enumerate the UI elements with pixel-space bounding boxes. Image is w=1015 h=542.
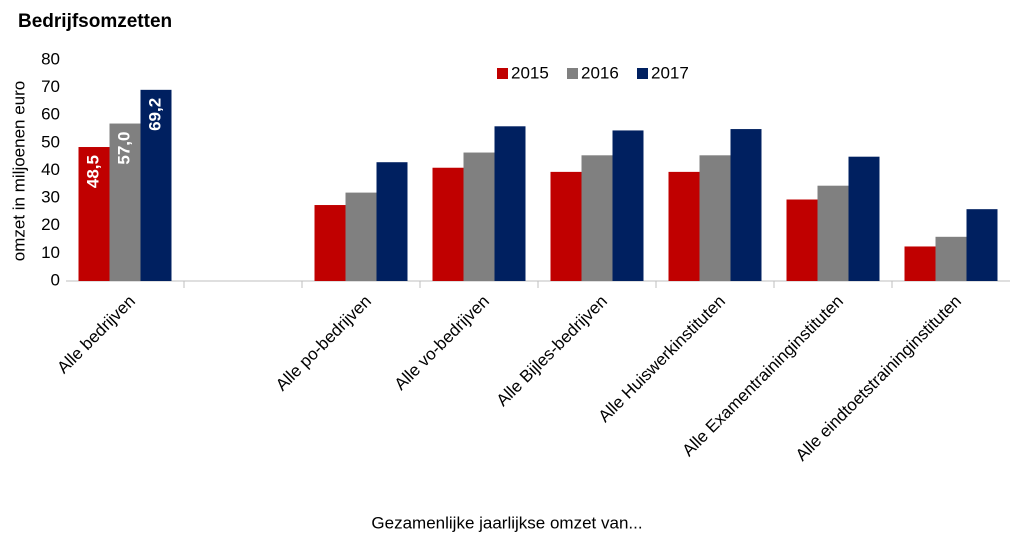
legend-label: 2017 bbox=[651, 63, 689, 82]
bar bbox=[314, 205, 346, 281]
bar bbox=[730, 129, 762, 281]
bar bbox=[463, 152, 495, 281]
x-tick-label: Alle po-bedrijven bbox=[272, 292, 375, 395]
bar bbox=[494, 126, 526, 281]
bar bbox=[581, 155, 613, 281]
y-tick-label: 20 bbox=[41, 215, 60, 234]
bar bbox=[668, 171, 700, 281]
legend-swatch bbox=[637, 68, 648, 79]
bar bbox=[432, 167, 464, 281]
y-tick-label: 60 bbox=[41, 105, 60, 124]
bar bbox=[612, 130, 644, 281]
bar bbox=[345, 192, 377, 281]
legend-swatch bbox=[497, 68, 508, 79]
bar bbox=[699, 155, 731, 281]
y-tick-label: 40 bbox=[41, 160, 60, 179]
data-label: 48,5 bbox=[83, 155, 102, 188]
bar bbox=[904, 246, 936, 281]
x-tick-label: Alle bedrijven bbox=[53, 292, 139, 378]
legend-label: 2015 bbox=[511, 63, 549, 82]
x-axis-label: Gezamenlijke jaarlijkse omzet van... bbox=[371, 513, 642, 532]
chart-title: Bedrijfsomzetten bbox=[18, 11, 172, 32]
y-tick-label: 70 bbox=[41, 77, 60, 96]
y-tick-label: 30 bbox=[41, 188, 60, 207]
data-label: 69,2 bbox=[145, 98, 164, 131]
data-label: 57,0 bbox=[114, 132, 133, 165]
bar bbox=[109, 123, 141, 281]
y-tick-label: 80 bbox=[41, 49, 60, 68]
bar bbox=[966, 209, 998, 281]
y-axis-label: omzet in miljoenen euro bbox=[9, 81, 28, 261]
bar bbox=[935, 236, 967, 281]
bar bbox=[848, 156, 880, 281]
bar bbox=[376, 162, 408, 281]
legend-label: 2016 bbox=[581, 63, 619, 82]
legend-swatch bbox=[567, 68, 578, 79]
bar bbox=[550, 171, 582, 281]
bar bbox=[78, 147, 110, 281]
y-tick-label: 50 bbox=[41, 132, 60, 151]
x-tick-label: Alle Huiswerkinstituten bbox=[595, 292, 729, 426]
bar bbox=[786, 199, 818, 281]
x-tick-label: Alle Bijles-bedrijven bbox=[493, 292, 611, 410]
bar bbox=[140, 89, 172, 282]
bar bbox=[817, 185, 849, 281]
x-tick-label: Alle vo-bedrijven bbox=[391, 292, 493, 394]
y-tick-label: 0 bbox=[51, 270, 60, 289]
y-tick-label: 10 bbox=[41, 243, 60, 262]
